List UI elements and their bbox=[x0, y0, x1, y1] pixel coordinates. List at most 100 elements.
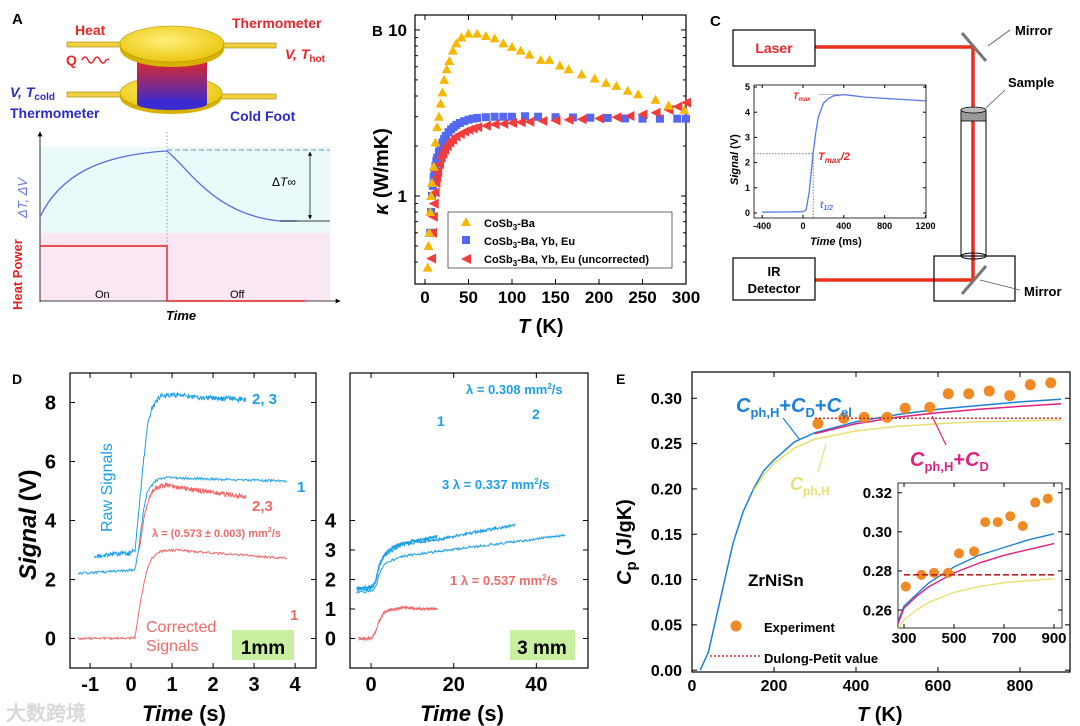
x-tick-label: 0 bbox=[420, 288, 429, 307]
annotation-arrow bbox=[782, 417, 801, 441]
data-point bbox=[432, 166, 443, 177]
x-axis-title: Time bbox=[166, 308, 196, 323]
heat-power-curve bbox=[40, 245, 305, 302]
data-point bbox=[899, 402, 911, 414]
data-point bbox=[954, 548, 964, 559]
data-point bbox=[924, 401, 936, 413]
y-axis-title-heat-power: Heat Power bbox=[10, 239, 25, 310]
legend-label-dulong-petit: Dulong-Petit value bbox=[764, 651, 878, 666]
inset-y-axis-title: Signal (V) bbox=[729, 134, 741, 185]
data-point bbox=[655, 114, 664, 123]
data-point bbox=[1042, 493, 1053, 504]
legend-label: CoSb3-Ba, Yb, Eu bbox=[484, 236, 575, 250]
x-tick-label: 800 bbox=[877, 221, 892, 231]
v-thot-label: V, Thot bbox=[285, 46, 326, 65]
corrected-signals-label: Signals bbox=[146, 638, 198, 655]
legend-marker-left-triangle bbox=[461, 254, 471, 264]
corrected-signals-label: Corrected bbox=[146, 619, 216, 636]
series-line bbox=[762, 93, 926, 213]
data-point bbox=[603, 113, 612, 122]
data-point bbox=[600, 77, 611, 87]
data-point bbox=[425, 207, 436, 217]
data-point bbox=[611, 112, 622, 123]
data-point bbox=[472, 122, 483, 133]
data-point bbox=[468, 114, 477, 123]
data-point bbox=[498, 38, 509, 48]
data-point bbox=[429, 187, 440, 198]
legend-label: CoSb3-Ba, Yb, Eu (uncorrected) bbox=[484, 254, 649, 268]
data-point bbox=[563, 114, 574, 125]
thickness-3mm-label: 3 mm bbox=[517, 638, 567, 659]
data-point bbox=[881, 411, 893, 423]
y-tick-label: 0.15 bbox=[651, 527, 682, 544]
data-point bbox=[673, 114, 682, 123]
series-label: 1 bbox=[297, 479, 305, 496]
x-tick-label: 900 bbox=[1041, 630, 1066, 647]
laser-label: Laser bbox=[755, 40, 793, 56]
panel-label: E bbox=[616, 371, 625, 387]
temperature-curve bbox=[39, 150, 297, 222]
x-tick-label: 800 bbox=[1007, 678, 1034, 695]
data-point bbox=[1005, 511, 1016, 522]
data-point bbox=[551, 113, 560, 122]
thermometer-hot-label: Thermometer bbox=[232, 15, 322, 31]
ir-detector-label: IR bbox=[768, 264, 782, 279]
data-point bbox=[463, 28, 474, 38]
y-tick-label: 5 bbox=[745, 82, 750, 92]
data-point bbox=[650, 107, 661, 118]
x-tick-label: 400 bbox=[843, 678, 870, 695]
cold-foot-label: Cold Foot bbox=[230, 108, 296, 124]
panel-label: C bbox=[710, 13, 721, 30]
y-tick-label: 4 bbox=[745, 107, 750, 117]
y-tick-label: 0 bbox=[45, 629, 56, 651]
data-point bbox=[812, 418, 824, 430]
data-point bbox=[1030, 497, 1041, 508]
mirror-top bbox=[960, 32, 988, 62]
data-point bbox=[424, 227, 435, 237]
x-axis-title: T (K) bbox=[857, 704, 903, 726]
data-point bbox=[444, 55, 455, 65]
x-tick-label: 100 bbox=[498, 288, 526, 307]
data-point bbox=[481, 113, 490, 122]
data-point bbox=[428, 198, 439, 209]
y-tick-label: 2 bbox=[745, 158, 750, 168]
data-point bbox=[943, 567, 953, 578]
data-point bbox=[426, 190, 437, 200]
y-axis-title: Signal (V) bbox=[15, 469, 42, 580]
panel-d-signal-charts: D Signal (V) Time (s) Time (s) Raw Signa… bbox=[12, 371, 589, 726]
data-point bbox=[969, 546, 979, 557]
data-point bbox=[929, 567, 939, 578]
legend: CoSb3-Ba CoSb3-Ba, Yb, Eu CoSb3-Ba, Yb, … bbox=[447, 211, 673, 269]
thickness-1mm-label: 1mm bbox=[241, 638, 285, 659]
legend-marker-experiment bbox=[730, 620, 742, 632]
legend-label-experiment: Experiment bbox=[764, 620, 835, 635]
data-point bbox=[439, 74, 450, 84]
data-point bbox=[472, 28, 483, 38]
y-tick-label: 4 bbox=[325, 511, 337, 533]
data-point bbox=[436, 142, 445, 151]
y-tick-label: 6 bbox=[45, 452, 56, 474]
delta-t-infinity-label: ΔT∞ bbox=[272, 175, 296, 189]
x-tick-label: 50 bbox=[459, 288, 478, 307]
series-trace bbox=[356, 523, 517, 593]
sample-holder-box bbox=[933, 255, 1016, 302]
panel-e-heat-capacity-chart: E Cp (J/gK) T (K) ZrNiSn Experiment Dulo… bbox=[614, 371, 1071, 726]
data-point bbox=[663, 100, 674, 110]
x-tick-label: 0 bbox=[688, 678, 697, 695]
series-trace bbox=[356, 533, 566, 594]
y-tick-label: 0.10 bbox=[651, 572, 682, 589]
x-tick-label: 500 bbox=[941, 630, 966, 647]
y-tick-label: 3 bbox=[745, 133, 750, 143]
legend-label: CoSb3-Ba bbox=[484, 218, 536, 232]
data-point bbox=[428, 161, 439, 171]
y-tick-label: 4 bbox=[45, 511, 57, 533]
data-point bbox=[434, 147, 443, 156]
y-tick-label: 0.20 bbox=[651, 482, 682, 499]
series-trace bbox=[77, 475, 287, 576]
series-line bbox=[752, 419, 1062, 492]
x-tick-label: -1 bbox=[81, 674, 99, 696]
ir-detector-box bbox=[732, 257, 816, 301]
x-tick-label: 700 bbox=[991, 630, 1016, 647]
laser-box bbox=[732, 29, 816, 67]
